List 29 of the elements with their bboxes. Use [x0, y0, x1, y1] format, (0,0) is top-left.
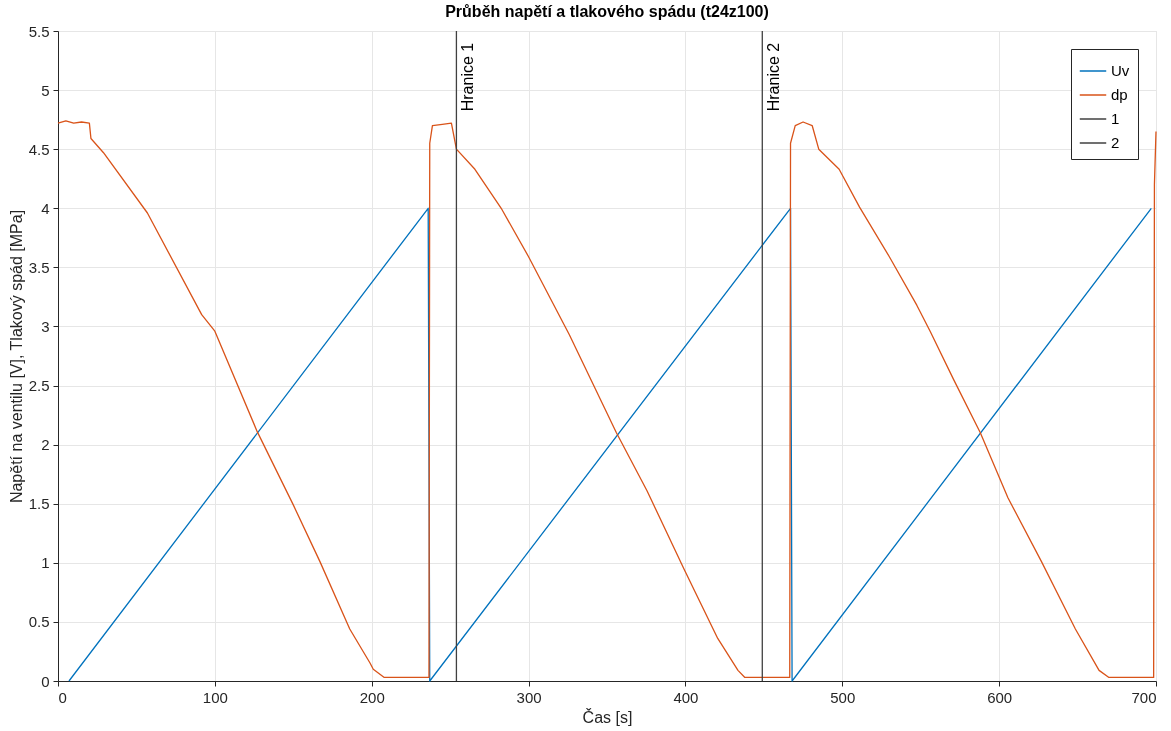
y-tick-label: 3 — [41, 317, 50, 335]
x-tick-label: 0 — [58, 688, 67, 706]
chart-title: Průběh napětí a tlakového spádu (t24z100) — [445, 3, 769, 20]
y-tick-label: 1.5 — [28, 495, 50, 513]
y-tick-label: 0.5 — [28, 613, 50, 631]
x-tick-label: 200 — [359, 688, 385, 706]
y-tick-label: 3.5 — [28, 258, 50, 276]
x-tick-label: 100 — [202, 688, 228, 706]
legend-label: 2 — [1111, 134, 1120, 151]
y-tick-label: 2 — [41, 436, 50, 454]
y-tick-label: 5 — [41, 81, 50, 99]
x-tick-label: 300 — [516, 688, 542, 706]
y-axis-title: Napětí na ventilu [V], Tlakový spád [MPa] — [7, 209, 25, 504]
y-tick-label: 1 — [41, 554, 50, 572]
annotation: Hranice 1 — [459, 42, 477, 112]
annotation: Hranice 2 — [765, 42, 783, 112]
y-tick-label: 0 — [41, 672, 50, 690]
legend-label: dp — [1111, 86, 1128, 103]
y-tick-label: 4.5 — [28, 140, 50, 158]
y-tick-label: 4 — [41, 199, 50, 217]
x-tick-label: 500 — [830, 688, 856, 706]
y-tick-label: 2.5 — [28, 377, 50, 395]
x-tick-label: 400 — [673, 688, 699, 706]
legend-label: Uv — [1111, 62, 1130, 79]
x-axis-title: Čas [s] — [582, 707, 633, 726]
legend-label: 1 — [1111, 110, 1120, 127]
x-tick-label: 700 — [1131, 688, 1157, 706]
y-tick-label: 5.5 — [28, 22, 50, 40]
x-tick-label: 600 — [987, 688, 1013, 706]
